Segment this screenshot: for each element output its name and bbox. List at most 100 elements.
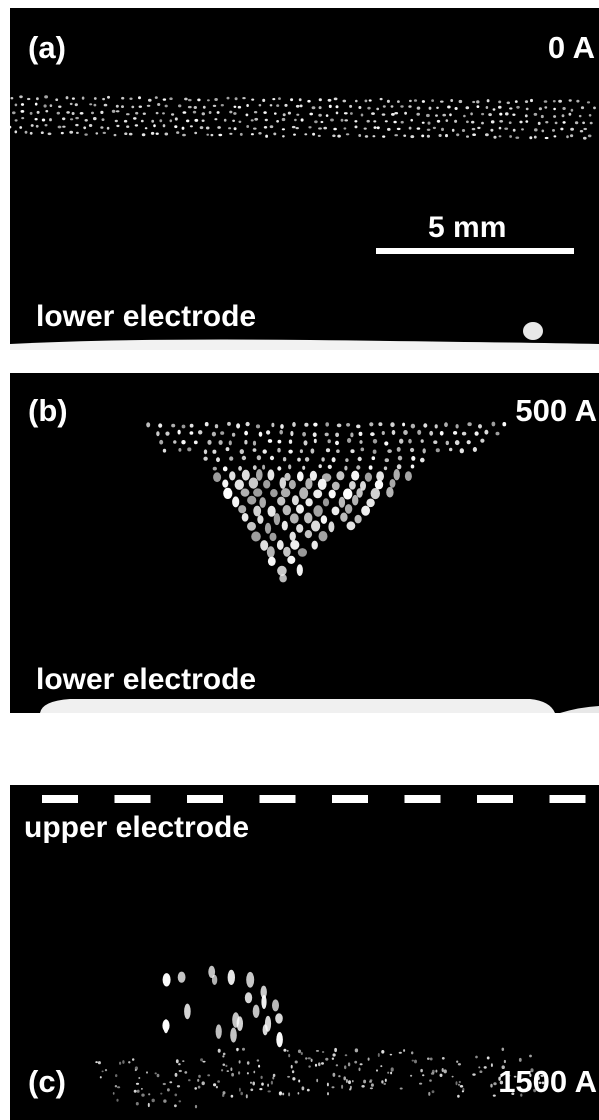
dust-particle	[287, 1075, 291, 1078]
dust-particle	[272, 1076, 275, 1080]
dust-particle	[560, 127, 564, 131]
dust-particle	[583, 127, 587, 131]
dust-particle	[269, 125, 274, 129]
dust-particle	[331, 1057, 335, 1060]
dust-particle	[304, 457, 310, 462]
dust-particle	[417, 429, 422, 435]
dust-particle	[343, 112, 348, 115]
dust-particle	[184, 1071, 188, 1074]
dust-particle	[295, 104, 300, 108]
dust-particle	[273, 513, 281, 526]
dust-particle	[239, 449, 244, 455]
dust-particle	[188, 1079, 191, 1082]
dust-particle	[345, 133, 350, 136]
dust-particle	[397, 100, 400, 103]
dust-particle	[135, 111, 139, 115]
dust-particle	[246, 971, 255, 988]
dust-particle	[327, 98, 332, 102]
dust-particle	[454, 119, 458, 123]
dust-particle	[390, 1071, 393, 1075]
dust-particle	[248, 477, 259, 489]
dust-particle	[287, 111, 291, 115]
dust-particle	[505, 112, 509, 116]
dust-particle	[320, 120, 324, 124]
dust-particle	[420, 1068, 423, 1073]
dust-particle	[305, 478, 313, 490]
dust-particle	[30, 124, 34, 127]
dust-particle	[254, 117, 259, 121]
dust-particle	[76, 131, 79, 134]
dust-particle	[306, 1088, 310, 1092]
dust-particle	[332, 134, 336, 138]
dust-particle	[449, 113, 452, 117]
dust-particle	[266, 546, 275, 558]
dust-particle	[421, 121, 425, 124]
dust-particle	[509, 107, 513, 110]
dust-particle	[134, 1069, 137, 1072]
dust-particle	[359, 440, 363, 444]
dust-particle	[429, 1057, 433, 1061]
dust-particle	[373, 120, 377, 123]
dust-particle	[302, 432, 306, 437]
dust-particle	[347, 1062, 351, 1067]
dust-particle	[543, 1085, 547, 1088]
dust-particle	[465, 106, 470, 110]
dust-particle	[490, 128, 494, 132]
dust-particle	[372, 135, 376, 138]
dust-particle	[543, 100, 548, 103]
dust-particle	[290, 1064, 293, 1069]
dust-particle	[307, 1057, 311, 1060]
dust-particle	[326, 1082, 329, 1087]
dust-particle	[251, 531, 261, 542]
dust-particle	[283, 1048, 287, 1052]
dust-particle	[506, 101, 510, 105]
dust-particle	[461, 1090, 464, 1093]
dust-particle	[95, 132, 99, 135]
dust-particle	[239, 132, 243, 136]
dust-particle	[134, 124, 139, 127]
dust-particle	[356, 465, 361, 470]
dust-particle	[235, 1047, 240, 1051]
dust-particle	[346, 423, 351, 427]
dust-particle	[486, 99, 490, 103]
dust-particle	[253, 505, 262, 517]
dust-particle	[498, 126, 502, 130]
dust-particle	[282, 135, 285, 138]
dust-particle	[236, 1047, 239, 1052]
dust-particle	[122, 1060, 125, 1064]
dust-particle	[272, 999, 279, 1012]
dust-particle	[258, 1064, 261, 1068]
dust-particle	[225, 447, 230, 452]
dust-particle	[55, 98, 59, 101]
dust-particle	[19, 95, 23, 99]
dust-particle	[313, 438, 317, 444]
dust-particle	[171, 113, 175, 116]
dust-particle	[499, 1080, 504, 1085]
dust-particle	[238, 1071, 241, 1075]
dust-particle	[304, 133, 308, 136]
dust-particle	[290, 98, 294, 102]
dust-particle	[178, 1063, 181, 1066]
dust-particle	[174, 1093, 178, 1097]
dust-particle	[57, 125, 62, 129]
particle-layer-b	[40, 421, 599, 713]
dust-particle	[253, 488, 263, 497]
dust-particle	[245, 1094, 248, 1099]
dust-particle	[244, 439, 248, 445]
dust-particle	[246, 1061, 250, 1065]
dust-particle	[537, 121, 541, 125]
dust-particle	[202, 105, 206, 109]
dust-particle	[232, 1012, 240, 1028]
dust-particle	[278, 97, 281, 100]
dust-particle	[472, 1073, 476, 1076]
dust-particle	[272, 98, 276, 101]
dust-particle	[141, 1088, 143, 1090]
dust-particle	[198, 1074, 201, 1078]
dust-particle	[382, 135, 386, 138]
dust-particle	[475, 1055, 478, 1059]
dust-particle	[534, 128, 538, 132]
dust-particle	[223, 118, 227, 122]
dust-particle	[258, 431, 263, 437]
dust-particle	[134, 1066, 138, 1070]
dust-particle	[553, 115, 557, 118]
